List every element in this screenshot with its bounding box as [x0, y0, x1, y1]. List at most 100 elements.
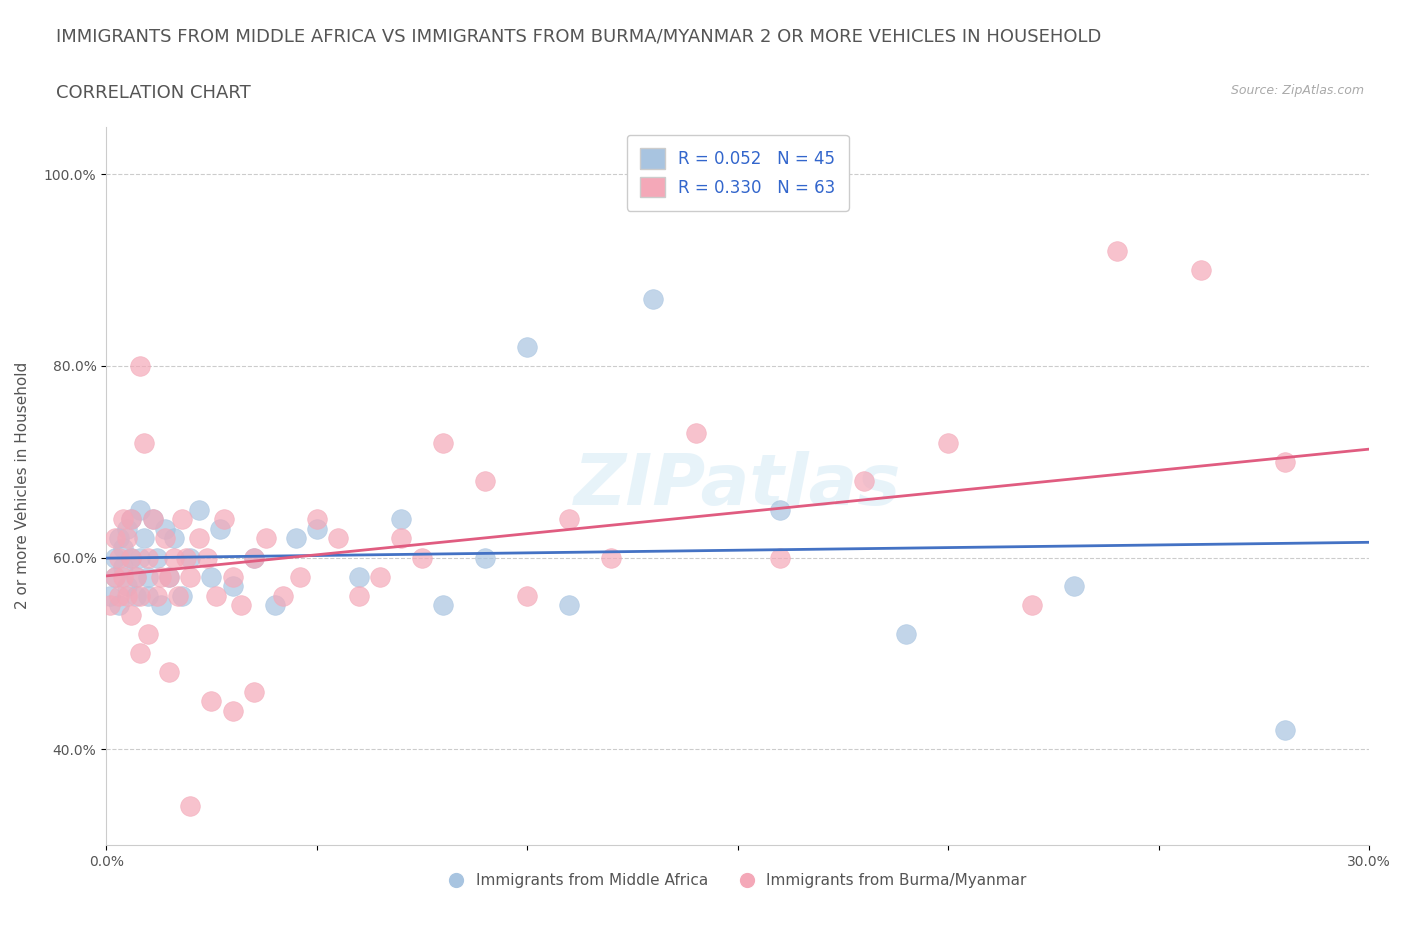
Point	[221, 578, 243, 593]
Point	[121, 607, 143, 622]
Point	[936, 435, 959, 450]
Point	[179, 569, 201, 584]
Point	[254, 531, 277, 546]
Point	[100, 598, 122, 613]
Point	[474, 473, 496, 488]
Point	[157, 665, 180, 680]
Point	[432, 435, 454, 450]
Point	[129, 550, 152, 565]
Point	[474, 550, 496, 565]
Point	[229, 598, 252, 613]
Point	[179, 550, 201, 565]
Point	[208, 522, 231, 537]
Point	[643, 291, 665, 306]
Point	[1189, 263, 1212, 278]
Point	[153, 531, 176, 546]
Point	[558, 598, 581, 613]
Point	[136, 627, 159, 642]
Point	[221, 569, 243, 584]
Point	[769, 550, 792, 565]
Point	[136, 550, 159, 565]
Point	[141, 512, 163, 526]
Point	[108, 550, 131, 565]
Point	[136, 569, 159, 584]
Point	[104, 569, 127, 584]
Point	[411, 550, 433, 565]
Point	[117, 531, 139, 546]
Point	[769, 502, 792, 517]
Point	[1105, 244, 1128, 259]
Point	[108, 531, 131, 546]
Point	[125, 569, 148, 584]
Point	[112, 512, 135, 526]
Point	[347, 569, 370, 584]
Point	[121, 512, 143, 526]
Point	[894, 627, 917, 642]
Point	[100, 589, 122, 604]
Point	[1021, 598, 1043, 613]
Point	[157, 569, 180, 584]
Point	[204, 589, 226, 604]
Point	[117, 522, 139, 537]
Point	[221, 703, 243, 718]
Point	[179, 799, 201, 814]
Point	[117, 578, 139, 593]
Point	[145, 589, 167, 604]
Point	[242, 550, 264, 565]
Y-axis label: 2 or more Vehicles in Household: 2 or more Vehicles in Household	[15, 362, 30, 609]
Point	[600, 550, 623, 565]
Point	[389, 512, 412, 526]
Point	[200, 694, 222, 709]
Point	[117, 589, 139, 604]
Point	[200, 569, 222, 584]
Point	[1274, 455, 1296, 470]
Point	[134, 531, 156, 546]
Point	[242, 684, 264, 699]
Point	[104, 550, 127, 565]
Point	[326, 531, 349, 546]
Point	[112, 569, 135, 584]
Point	[121, 550, 143, 565]
Point	[187, 531, 209, 546]
Point	[121, 550, 143, 565]
Point	[516, 589, 538, 604]
Point	[162, 550, 184, 565]
Point	[212, 512, 235, 526]
Point	[170, 512, 193, 526]
Text: CORRELATION CHART: CORRELATION CHART	[56, 84, 252, 101]
Point	[112, 560, 135, 575]
Point	[263, 598, 285, 613]
Point	[162, 531, 184, 546]
Point	[685, 426, 707, 441]
Point	[174, 550, 197, 565]
Point	[108, 598, 131, 613]
Text: ZIPatlas: ZIPatlas	[574, 451, 901, 520]
Point	[284, 531, 307, 546]
Point	[1274, 723, 1296, 737]
Point	[136, 589, 159, 604]
Point	[516, 339, 538, 354]
Point	[149, 569, 172, 584]
Point	[271, 589, 294, 604]
Point	[141, 512, 163, 526]
Point	[108, 589, 131, 604]
Text: Source: ZipAtlas.com: Source: ZipAtlas.com	[1230, 84, 1364, 97]
Point	[125, 569, 148, 584]
Point	[104, 569, 127, 584]
Legend: R = 0.052   N = 45, R = 0.330   N = 63: R = 0.052 N = 45, R = 0.330 N = 63	[627, 135, 849, 210]
Point	[145, 550, 167, 565]
Text: IMMIGRANTS FROM MIDDLE AFRICA VS IMMIGRANTS FROM BURMA/MYANMAR 2 OR MORE VEHICLE: IMMIGRANTS FROM MIDDLE AFRICA VS IMMIGRA…	[56, 28, 1102, 46]
Point	[129, 359, 152, 374]
Point	[129, 502, 152, 517]
Point	[149, 598, 172, 613]
Point	[305, 522, 328, 537]
Point	[305, 512, 328, 526]
Point	[1063, 578, 1085, 593]
Point	[558, 512, 581, 526]
Point	[129, 645, 152, 660]
Point	[432, 598, 454, 613]
Point	[134, 435, 156, 450]
Point	[195, 550, 218, 565]
Point	[288, 569, 311, 584]
Point	[368, 569, 391, 584]
